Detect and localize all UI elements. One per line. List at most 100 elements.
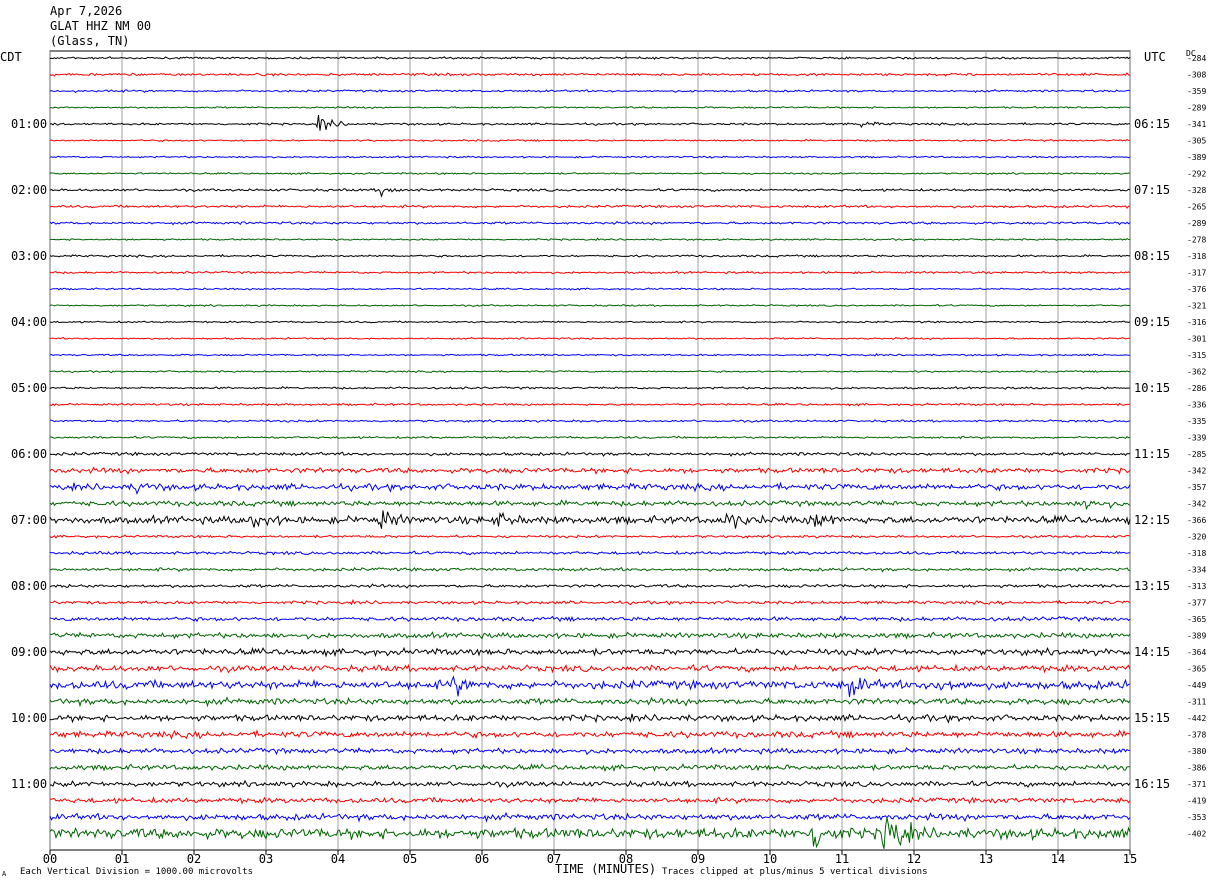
trace-line — [49, 534, 1131, 539]
trace-line — [49, 336, 1131, 341]
right-hour-label: 11:15 — [1134, 447, 1170, 461]
dc-offset-label: -321 — [1187, 302, 1206, 311]
trace-line — [49, 510, 1131, 529]
dc-offset-label: -336 — [1187, 401, 1206, 410]
dc-offset-label: -315 — [1187, 351, 1206, 360]
trace-line — [50, 435, 1131, 440]
left-hour-label: 09:00 — [11, 645, 47, 659]
trace-line — [49, 631, 1131, 640]
x-tick-label: 05 — [403, 852, 417, 866]
trace-line — [49, 566, 1131, 573]
dc-offset-label: -318 — [1187, 549, 1206, 558]
dc-offset-label: -292 — [1187, 170, 1206, 179]
dc-offset-label: -311 — [1187, 698, 1206, 707]
x-tick-label: 14 — [1051, 852, 1065, 866]
dc-offset-label: -389 — [1187, 153, 1206, 162]
dc-offset-label: -371 — [1187, 780, 1206, 789]
dc-label: DC — [1186, 49, 1196, 58]
dc-offset-label: -339 — [1187, 434, 1206, 443]
dc-offset-label: -442 — [1187, 714, 1206, 723]
trace-line — [49, 105, 1130, 110]
x-tick-label: 10 — [763, 852, 777, 866]
x-tick-label: 15 — [1123, 852, 1137, 866]
dc-offset-label: -335 — [1187, 417, 1206, 426]
trace-line — [49, 155, 1131, 159]
header-location: (Glass, TN) — [50, 34, 130, 48]
trace-line — [49, 763, 1131, 773]
trace-line — [49, 499, 1131, 511]
dc-offset-label: -286 — [1187, 384, 1206, 393]
dc-offset-label: -341 — [1187, 120, 1206, 129]
left-hour-label: 02:00 — [11, 183, 47, 197]
trace-line — [49, 779, 1131, 789]
dc-offset-label: -278 — [1187, 236, 1206, 245]
trace-line — [49, 451, 1131, 457]
left-hour-label: 04:00 — [11, 315, 47, 329]
right-hour-label: 07:15 — [1134, 183, 1170, 197]
right-timezone-label: UTC — [1144, 50, 1166, 64]
dc-offset-label: -419 — [1187, 797, 1206, 806]
trace-line — [49, 817, 1131, 849]
x-tick-label: 12 — [907, 852, 921, 866]
trace-line — [49, 746, 1131, 756]
dc-offset-label: -389 — [1187, 632, 1206, 641]
dc-offset-label: -318 — [1187, 252, 1206, 261]
trace-line — [50, 419, 1131, 423]
left-timezone-label: CDT — [0, 50, 22, 64]
trace-line — [49, 220, 1131, 226]
left-hour-label: 11:00 — [11, 777, 47, 791]
x-tick-label: 00 — [43, 852, 57, 866]
left-hour-label: 01:00 — [11, 117, 47, 131]
trace-line — [49, 599, 1131, 606]
trace-line — [49, 369, 1130, 374]
trace-line — [49, 320, 1131, 324]
trace-line — [49, 402, 1131, 407]
trace-line — [49, 646, 1131, 658]
dc-offset-label: -362 — [1187, 368, 1206, 377]
x-tick-label: 07 — [547, 852, 561, 866]
left-hour-label: 06:00 — [11, 447, 47, 461]
x-tick-label: 06 — [475, 852, 489, 866]
right-hour-label: 06:15 — [1134, 117, 1170, 131]
trace-line — [49, 481, 1131, 496]
trace-line — [49, 187, 1131, 198]
plot-frame — [49, 50, 1131, 851]
footer-mark: A — [2, 870, 7, 878]
right-hour-label: 08:15 — [1134, 249, 1170, 263]
scale-note: Each Vertical Division = 1000.00 microvo… — [20, 867, 253, 877]
trace-line — [49, 270, 1131, 275]
trace-line — [49, 89, 1131, 94]
x-tick-label: 11 — [835, 852, 849, 866]
trace-line — [49, 675, 1131, 698]
trace-line — [49, 138, 1131, 143]
dc-offset-label: -305 — [1187, 137, 1206, 146]
right-hour-label: 14:15 — [1134, 645, 1170, 659]
dc-offset-label: -365 — [1187, 615, 1206, 624]
dc-offset-label: -317 — [1187, 269, 1206, 278]
dc-offset-label: -265 — [1187, 203, 1206, 212]
trace-line — [49, 550, 1131, 556]
x-tick-label: 04 — [331, 852, 345, 866]
dc-offset-label: -342 — [1187, 500, 1206, 509]
dc-offset-label: -377 — [1187, 599, 1206, 608]
left-hour-label: 08:00 — [11, 579, 47, 593]
dc-offset-label: -308 — [1187, 71, 1206, 80]
trace-line — [49, 237, 1131, 242]
dc-offset-label: -376 — [1187, 285, 1206, 294]
header-station: GLAT HHZ NM 00 — [50, 19, 152, 33]
x-tick-label: 03 — [259, 852, 273, 866]
dc-offset-label: -320 — [1187, 533, 1206, 542]
right-hour-label: 12:15 — [1134, 513, 1170, 527]
x-tick-label: 13 — [979, 852, 993, 866]
trace-line — [49, 352, 1130, 357]
x-tick-label: 01 — [115, 852, 129, 866]
trace-line — [49, 114, 1131, 131]
dc-offset-label: -289 — [1187, 104, 1206, 113]
dc-offset-label: -284 — [1187, 54, 1206, 63]
trace-line — [49, 171, 1131, 176]
dc-offset-label: -353 — [1187, 813, 1206, 822]
header-date: Apr 7,2026 — [50, 4, 123, 18]
dc-offset-label: -449 — [1187, 681, 1206, 690]
x-axis-title: TIME (MINUTES) — [555, 862, 657, 876]
